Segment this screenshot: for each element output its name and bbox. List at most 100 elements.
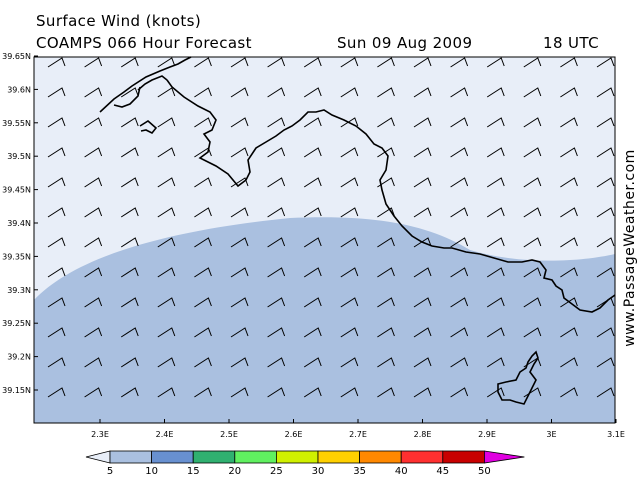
wind-barb bbox=[47, 357, 66, 368]
wind-barb bbox=[194, 87, 212, 98]
wind-barb bbox=[157, 387, 176, 398]
wind-barb bbox=[47, 267, 66, 278]
map-frame bbox=[33, 56, 616, 424]
wind-barb bbox=[560, 357, 578, 368]
coastline-mallorca bbox=[99, 56, 616, 313]
wind-barb bbox=[120, 387, 139, 398]
wind-barb bbox=[596, 387, 615, 398]
legend-tick-label: 25 bbox=[270, 466, 283, 477]
wind-barb bbox=[377, 237, 395, 248]
wind-barb bbox=[120, 117, 139, 128]
wind-barb bbox=[596, 237, 615, 248]
latitude-label: 39.6N bbox=[7, 85, 31, 94]
legend-swatch bbox=[359, 450, 402, 464]
wind-barb bbox=[47, 297, 66, 308]
wind-barb bbox=[120, 327, 139, 338]
wind-barb bbox=[120, 237, 139, 248]
legend-swatch bbox=[234, 450, 277, 464]
legend-arrow-high bbox=[483, 450, 525, 464]
wind-barb bbox=[560, 177, 578, 188]
wind-barb bbox=[230, 387, 249, 398]
wind-barb bbox=[157, 207, 176, 218]
wind-barb bbox=[84, 87, 103, 98]
wind-barb bbox=[523, 117, 542, 128]
wind-barb bbox=[450, 117, 469, 128]
wind-barb bbox=[157, 87, 176, 98]
wind-barb bbox=[523, 297, 542, 308]
longitude-label: 2.3E bbox=[91, 430, 109, 439]
wind-barb bbox=[340, 387, 359, 398]
wind-barb bbox=[450, 357, 469, 368]
wind-barb bbox=[230, 357, 249, 368]
legend-tick-label: 5 bbox=[107, 466, 113, 477]
wind-barb bbox=[413, 147, 432, 158]
wind-barb bbox=[194, 357, 212, 368]
wind-barb bbox=[413, 87, 432, 98]
wind-barb bbox=[596, 117, 615, 128]
wind-barb bbox=[560, 87, 578, 98]
wind-barb bbox=[596, 87, 615, 98]
wind-barb bbox=[450, 237, 469, 248]
wind-barb bbox=[120, 57, 139, 68]
wind-barb bbox=[596, 267, 615, 278]
wind-barb bbox=[194, 57, 212, 68]
wind-barb bbox=[450, 207, 469, 218]
wind-barb bbox=[47, 207, 66, 218]
wind-barb bbox=[303, 237, 322, 248]
legend-tick-label: 30 bbox=[312, 466, 325, 477]
wind-barb bbox=[340, 57, 359, 68]
wind-barb bbox=[560, 387, 578, 398]
wind-barb bbox=[377, 387, 395, 398]
wind-barb bbox=[413, 177, 432, 188]
wind-barb bbox=[340, 237, 359, 248]
wind-barb bbox=[194, 297, 212, 308]
wind-barb bbox=[157, 147, 176, 158]
wind-barb bbox=[157, 177, 176, 188]
latitude-label: 39.4N bbox=[7, 219, 31, 228]
wind-barb bbox=[450, 147, 469, 158]
wind-barb bbox=[450, 327, 469, 338]
wind-barb bbox=[377, 207, 395, 218]
wind-barb bbox=[377, 177, 395, 188]
wind-barb bbox=[560, 57, 578, 68]
latitude-labels: 39.65N 39.6N 39.55N 39.5N 39.45N 39.4N 39.35N 3… bbox=[2, 52, 38, 395]
wind-barb bbox=[450, 87, 469, 98]
wind-barb bbox=[303, 177, 322, 188]
wind-barb bbox=[267, 117, 286, 128]
wind-barb bbox=[194, 207, 212, 218]
wind-barb bbox=[303, 117, 322, 128]
wind-barb bbox=[84, 327, 103, 338]
wind-barb bbox=[194, 117, 212, 128]
wind-barb bbox=[84, 267, 103, 278]
wind-barb bbox=[267, 237, 286, 248]
legend-tick-label: 40 bbox=[395, 466, 408, 477]
wind-barb bbox=[523, 57, 542, 68]
wind-barb bbox=[560, 147, 578, 158]
wind-barb bbox=[486, 387, 505, 398]
latitude-label: 39.3N bbox=[7, 286, 31, 295]
wind-barb bbox=[340, 327, 359, 338]
legend-swatch bbox=[151, 450, 194, 464]
wind-barb bbox=[84, 387, 103, 398]
wind-barb bbox=[523, 207, 542, 218]
wind-barb bbox=[523, 237, 542, 248]
longitude-label: 2.6E bbox=[285, 430, 303, 439]
wind-barb bbox=[303, 297, 322, 308]
wind-barb bbox=[560, 267, 578, 278]
wind-barb bbox=[377, 87, 395, 98]
wind-barb bbox=[377, 297, 395, 308]
wind-barb bbox=[303, 87, 322, 98]
legend-swatch bbox=[317, 450, 360, 464]
wind-barb bbox=[303, 207, 322, 218]
wind-barb bbox=[413, 387, 432, 398]
wind-barb bbox=[194, 327, 212, 338]
wind-barb bbox=[157, 327, 176, 338]
forecast-date: Sun 09 Aug 2009 bbox=[337, 34, 473, 52]
wind-barb bbox=[194, 237, 212, 248]
wind-barb bbox=[120, 147, 139, 158]
legend-tick-label: 15 bbox=[187, 466, 200, 477]
wind-barb bbox=[596, 177, 615, 188]
latitude-label: 39.15N bbox=[2, 386, 31, 395]
wind-barb bbox=[303, 57, 322, 68]
